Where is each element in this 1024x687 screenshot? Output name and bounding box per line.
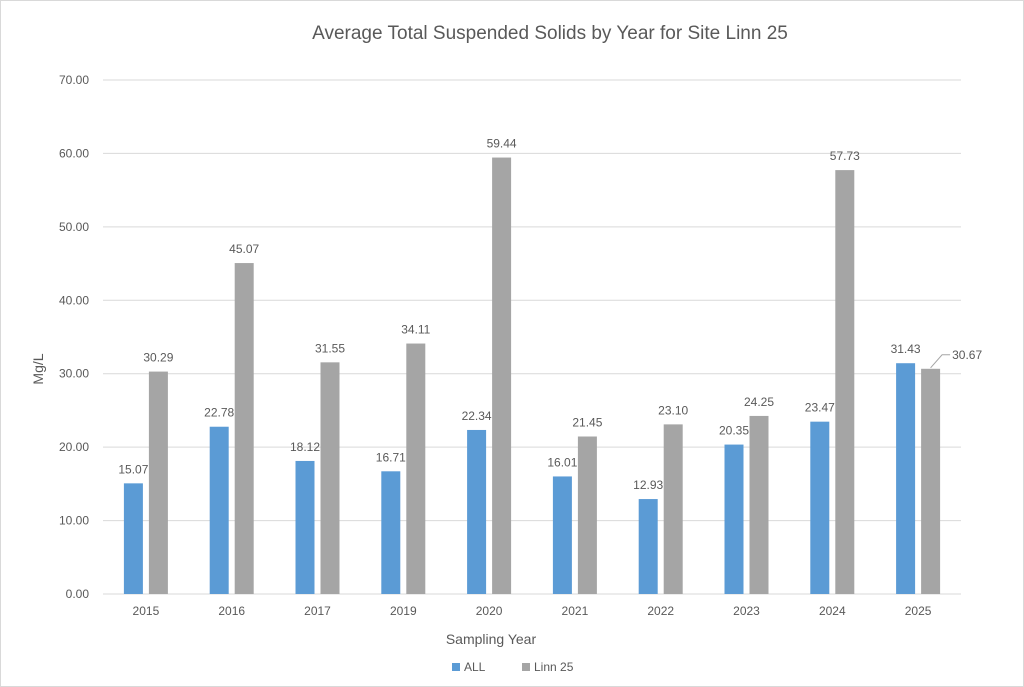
data-label-all-2022: 12.93	[633, 478, 663, 492]
x-tick-label: 2015	[133, 604, 160, 618]
y-tick-label: 20.00	[59, 440, 89, 454]
bar-linn-25-2016	[234, 263, 254, 594]
data-label-linn-25-2019: 34.11	[401, 323, 430, 337]
y-tick-label: 40.00	[59, 293, 89, 307]
bar-all-2024	[810, 421, 830, 594]
data-label-linn-25-2015: 30.29	[143, 351, 173, 365]
bar-linn-25-2022	[663, 424, 683, 594]
data-label-linn-25-2021: 21.45	[572, 415, 602, 429]
bar-all-2020	[467, 429, 487, 594]
legend: ALL Linn 25	[452, 660, 574, 674]
data-label-all-2021: 16.01	[547, 455, 577, 469]
bar-all-2016	[209, 426, 229, 594]
y-tick-label: 50.00	[59, 220, 89, 234]
legend-swatch-all	[452, 663, 460, 671]
x-tick-label: 2024	[819, 604, 846, 618]
data-label-all-2024: 23.47	[805, 401, 835, 415]
x-tick-label: 2017	[304, 604, 331, 618]
x-axis-ticks: 2015 2016 2017 2019 2020 2021 2022 2023 2024 2025	[133, 604, 932, 618]
y-axis-title: Mg/L	[30, 353, 46, 384]
y-tick-label: 30.00	[59, 367, 89, 381]
x-tick-label: 2022	[647, 604, 674, 618]
x-tick-label: 2025	[905, 604, 932, 618]
bar-linn-25-2025	[921, 368, 941, 594]
bar-linn-25-2015	[148, 371, 168, 594]
bar-all-2015	[123, 483, 143, 594]
data-label-linn-25-2023: 24.25	[744, 395, 774, 409]
legend-label-all: ALL	[464, 660, 486, 674]
y-axis-ticks: 0.00 10.00 20.00 30.00 40.00 50.00 60.00 70.00	[59, 73, 89, 601]
legend-label-linn-25: Linn 25	[534, 660, 574, 674]
x-tick-label: 2020	[476, 604, 503, 618]
y-tick-label: 0.00	[66, 587, 90, 601]
bar-linn-25-2021	[577, 436, 597, 594]
x-tick-label: 2023	[733, 604, 760, 618]
data-label-linn-25-2020: 59.44	[487, 137, 517, 151]
data-label-all-2020: 22.34	[462, 409, 492, 423]
data-label-all-2023: 20.35	[719, 424, 749, 438]
data-label-all-2025: 31.43	[891, 342, 921, 356]
bar-all-2025	[896, 363, 916, 594]
data-label-linn-25-2025: 30.67	[952, 348, 982, 362]
x-tick-label: 2021	[562, 604, 589, 618]
bar-linn-25-2023	[749, 415, 769, 594]
data-label-all-2019: 16.71	[376, 450, 406, 464]
bar-linn-25-2020	[492, 157, 512, 594]
bar-all-2023	[724, 444, 744, 594]
legend-swatch-linn-25	[522, 663, 530, 671]
bar-all-2022	[638, 499, 658, 594]
x-axis-title: Sampling Year	[446, 631, 537, 647]
y-tick-label: 60.00	[59, 146, 89, 160]
data-label-linn-25-2024: 57.73	[830, 149, 860, 163]
y-tick-label: 70.00	[59, 73, 89, 87]
chart-title: Average Total Suspended Solids by Year f…	[312, 23, 788, 44]
data-label-linn-25-2016: 45.07	[229, 242, 259, 256]
y-tick-label: 10.00	[59, 514, 89, 528]
bars	[123, 157, 941, 594]
bar-linn-25-2024	[835, 170, 855, 594]
data-label-linn-25-2022: 23.10	[658, 403, 688, 417]
x-tick-label: 2016	[218, 604, 245, 618]
bar-all-2019	[381, 471, 401, 594]
data-label-all-2015: 15.07	[118, 462, 148, 476]
x-tick-label: 2019	[390, 604, 417, 618]
bar-all-2021	[552, 476, 572, 594]
bar-all-2017	[295, 460, 315, 594]
data-label-all-2017: 18.12	[290, 440, 320, 454]
data-label-linn-25-2017: 31.55	[315, 341, 345, 355]
bar-linn-25-2019	[406, 343, 426, 594]
data-label-leader	[930, 354, 951, 369]
bar-linn-25-2017	[320, 362, 340, 594]
data-labels: 15.07 30.29 22.78 45.07 18.12 31.55 16.71 34.11…	[118, 137, 982, 493]
data-label-all-2016: 22.78	[204, 406, 234, 420]
